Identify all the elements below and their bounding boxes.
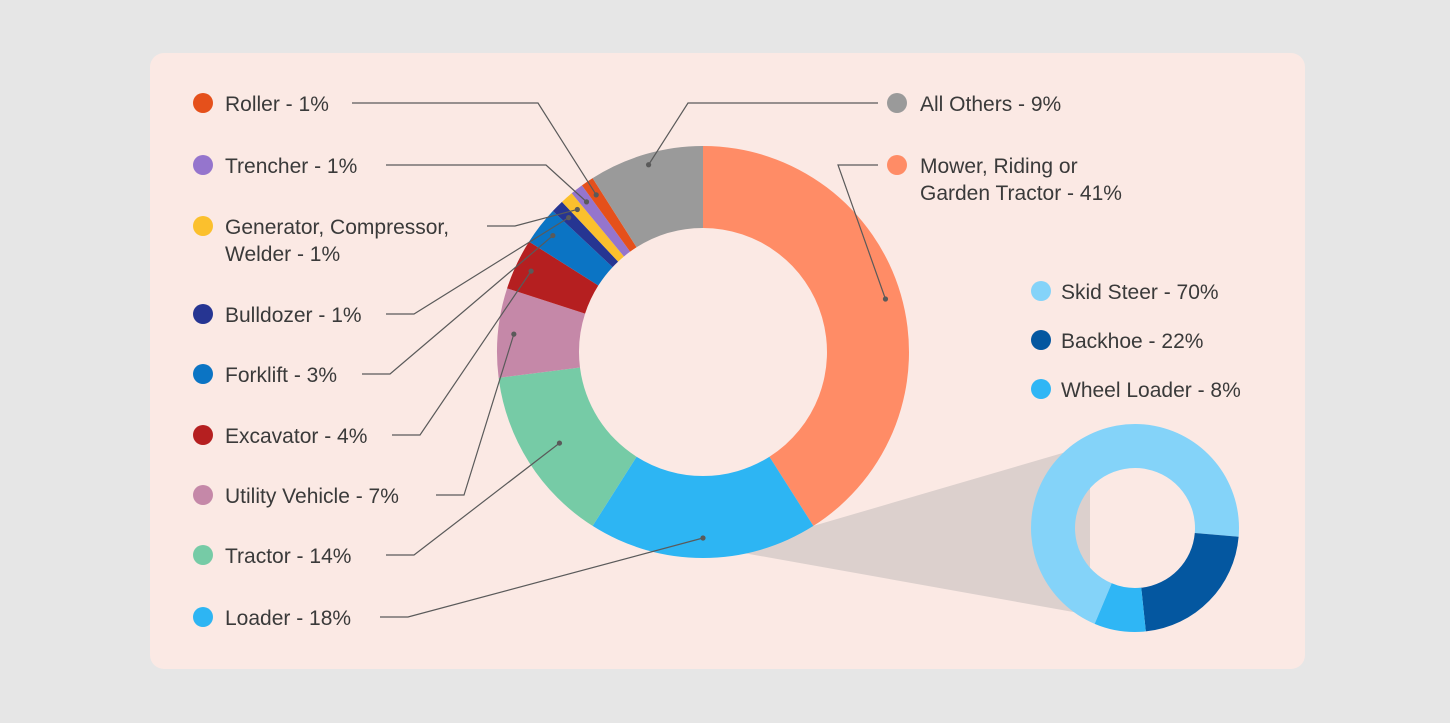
connector-dot <box>511 331 517 337</box>
connector-bulldozer <box>386 217 569 315</box>
legend-item-mower-riding-or-garden-tractor: Mower, Riding or Garden Tractor - 41% <box>887 155 1122 205</box>
connector-generator-compressor-welder <box>487 208 578 227</box>
chart-panel <box>150 53 1305 669</box>
legend-swatch <box>887 93 907 113</box>
legend-swatch <box>887 155 907 175</box>
connector-loader <box>380 537 704 618</box>
slice-mower-riding-or-garden-tractor <box>703 146 910 526</box>
connector-dot <box>556 440 563 446</box>
legend-item-tractor: Tractor - 14% <box>193 545 351 568</box>
legend-swatch <box>193 216 213 236</box>
legend-item-backhoe: Backhoe - 22% <box>1031 330 1203 353</box>
connector-tractor <box>386 442 560 556</box>
connector-dot <box>593 192 599 198</box>
connector-forklift <box>362 235 554 375</box>
zoom-wedge-layer <box>592 445 1090 615</box>
connector-excavator <box>392 270 532 436</box>
label-connectors <box>352 102 889 618</box>
legend-swatch <box>193 155 213 175</box>
connector-dot <box>700 535 706 541</box>
legend-swatch <box>1031 281 1051 301</box>
legend-label: Roller - 1% <box>225 93 329 116</box>
legend-label: Tractor - 14% <box>225 545 351 568</box>
connector-utility-vehicle <box>436 333 515 496</box>
slice-backhoe <box>1141 533 1239 632</box>
slice-all-others <box>592 146 703 248</box>
legend-swatch <box>193 304 213 324</box>
connector-all-others <box>648 102 878 166</box>
legend-label: All Others - 9% <box>920 93 1061 116</box>
legend-label: Generator, Compressor, <box>225 216 449 239</box>
legend-item-skid-steer: Skid Steer - 70% <box>1031 281 1219 304</box>
legend-label: Garden Tractor - 41% <box>920 182 1122 205</box>
legend-label: Wheel Loader - 8% <box>1061 379 1241 402</box>
connector-dot <box>882 296 889 302</box>
legend-swatch <box>193 607 213 627</box>
slice-skid-steer <box>1031 424 1239 624</box>
connector-dot <box>574 206 580 213</box>
legend-label: Bulldozer - 1% <box>225 304 362 327</box>
legend-label: Loader - 18% <box>225 607 351 630</box>
slice-loader <box>592 456 814 558</box>
legend-item-trencher: Trencher - 1% <box>193 155 357 178</box>
legend-swatch <box>193 545 213 565</box>
legend-swatch <box>1031 330 1051 350</box>
legend-swatch <box>193 485 213 505</box>
connector-trencher <box>386 164 587 203</box>
legend-label: Utility Vehicle - 7% <box>225 485 399 508</box>
legend-label: Excavator - 4% <box>225 425 367 448</box>
connector-dot <box>528 268 534 274</box>
connector-dot <box>566 215 572 221</box>
legend-label: Mower, Riding or <box>920 155 1078 178</box>
legend-swatch <box>193 93 213 113</box>
breakdown-legend: Skid Steer - 70% Backhoe - 22% Wheel Loade… <box>1031 281 1241 402</box>
legend-item-wheel-loader: Wheel Loader - 8% <box>1031 379 1241 402</box>
legend-item-loader: Loader - 18% <box>193 607 351 630</box>
legend-item-excavator: Excavator - 4% <box>193 425 367 448</box>
legend-item-bulldozer: Bulldozer - 1% <box>193 304 362 327</box>
legend-label: Forklift - 3% <box>225 364 337 387</box>
slice-wheel-loader <box>1094 583 1146 632</box>
slice-utility-vehicle <box>496 288 586 378</box>
legend-item-generator-compressor-welder: Generator, Compressor, Welder - 1% <box>193 216 449 266</box>
legend-label: Backhoe - 22% <box>1061 330 1203 353</box>
legend-label: Skid Steer - 70% <box>1061 281 1219 304</box>
legend-item-roller: Roller - 1% <box>193 93 329 116</box>
legend-swatch <box>193 425 213 445</box>
legend-item-all-others: All Others - 9% <box>887 93 1061 116</box>
legend-item-forklift: Forklift - 3% <box>193 364 337 387</box>
legend-swatch <box>193 364 213 384</box>
slice-tractor <box>498 367 637 526</box>
legend-label: Welder - 1% <box>225 243 340 266</box>
legend-swatch <box>1031 379 1051 399</box>
breakdown-donut <box>1031 424 1239 632</box>
connector-dot <box>550 232 556 239</box>
connector-dot <box>583 199 590 205</box>
zoom-wedge <box>592 445 1090 615</box>
connector-dot <box>645 162 652 168</box>
slice-excavator <box>507 241 599 314</box>
connector-mower-riding-or-garden-tractor <box>837 164 887 300</box>
legend-label: Trencher - 1% <box>225 155 357 178</box>
legend-item-utility-vehicle: Utility Vehicle - 7% <box>193 485 399 508</box>
main-legend: Mower, Riding or Garden Tractor - 41% Load… <box>193 93 1122 630</box>
main-donut <box>496 146 910 558</box>
connector-roller <box>352 102 597 196</box>
